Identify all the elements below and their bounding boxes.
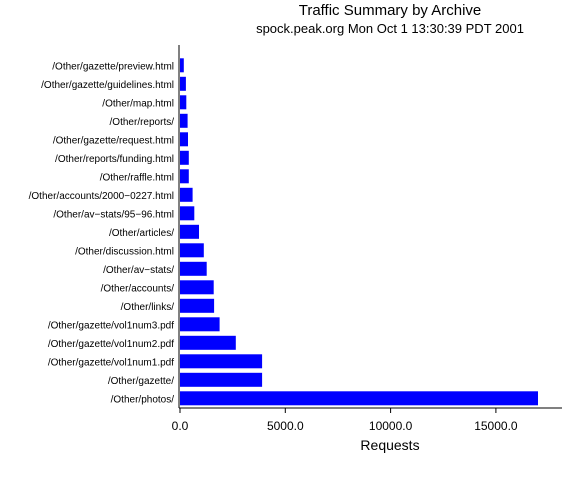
category-label: /Other/articles/ — [109, 228, 174, 239]
category-label: /Other/accounts/ — [101, 283, 175, 294]
category-label: /Other/av−stats/95−96.html — [53, 209, 174, 220]
x-tick-label: 10000.0 — [369, 419, 413, 433]
category-label: /Other/photos/ — [111, 394, 175, 405]
category-label: /Other/links/ — [121, 302, 175, 313]
bar — [180, 113, 188, 128]
category-label: /Other/discussion.html — [75, 246, 174, 257]
category-label: /Other/raffle.html — [100, 172, 174, 183]
category-label: /Other/accounts/2000−0227.html — [29, 191, 174, 202]
bar — [180, 206, 195, 221]
bars-group — [180, 58, 538, 406]
x-tick-label: 5000.0 — [267, 419, 304, 433]
bar — [180, 298, 215, 313]
bar — [180, 243, 204, 258]
bar — [180, 372, 263, 387]
bar — [180, 132, 188, 147]
category-label: /Other/gazette/request.html — [53, 135, 174, 146]
bar — [180, 280, 214, 295]
category-label: /Other/gazette/vol1num1.pdf — [48, 357, 174, 368]
category-label: /Other/reports/funding.html — [55, 154, 174, 165]
category-label: /Other/reports/ — [110, 117, 175, 128]
bar — [180, 58, 184, 73]
bar — [180, 335, 236, 350]
category-label: /Other/map.html — [102, 98, 174, 109]
x-ticks-group: 0.0 5000.0 10000.0 15000.0 — [172, 408, 518, 433]
bar — [180, 187, 193, 202]
bar — [180, 224, 199, 239]
chart-title: Traffic Summary by Archive — [299, 2, 482, 19]
bar — [180, 95, 187, 110]
category-label: /Other/gazette/guidelines.html — [41, 80, 174, 91]
category-label: /Other/av−stats/ — [103, 265, 174, 276]
bar — [180, 354, 263, 369]
bar — [180, 76, 186, 91]
x-tick-label: 0.0 — [172, 419, 189, 433]
chart-subtitle: spock.peak.org Mon Oct 1 13:30:39 PDT 20… — [256, 21, 524, 36]
x-axis-label: Requests — [360, 437, 419, 453]
bar — [180, 150, 189, 165]
category-label: /Other/gazette/preview.html — [52, 61, 174, 72]
category-label: /Other/gazette/ — [108, 376, 174, 387]
bar — [180, 169, 189, 184]
category-label: /Other/gazette/vol1num2.pdf — [48, 339, 174, 350]
bar — [180, 261, 207, 276]
x-tick-label: 15000.0 — [474, 419, 518, 433]
category-label: /Other/gazette/vol1num3.pdf — [48, 320, 174, 331]
bar — [180, 391, 538, 406]
bar — [180, 317, 220, 332]
category-labels-group: /Other/gazette/preview.html/Other/gazett… — [29, 61, 175, 405]
